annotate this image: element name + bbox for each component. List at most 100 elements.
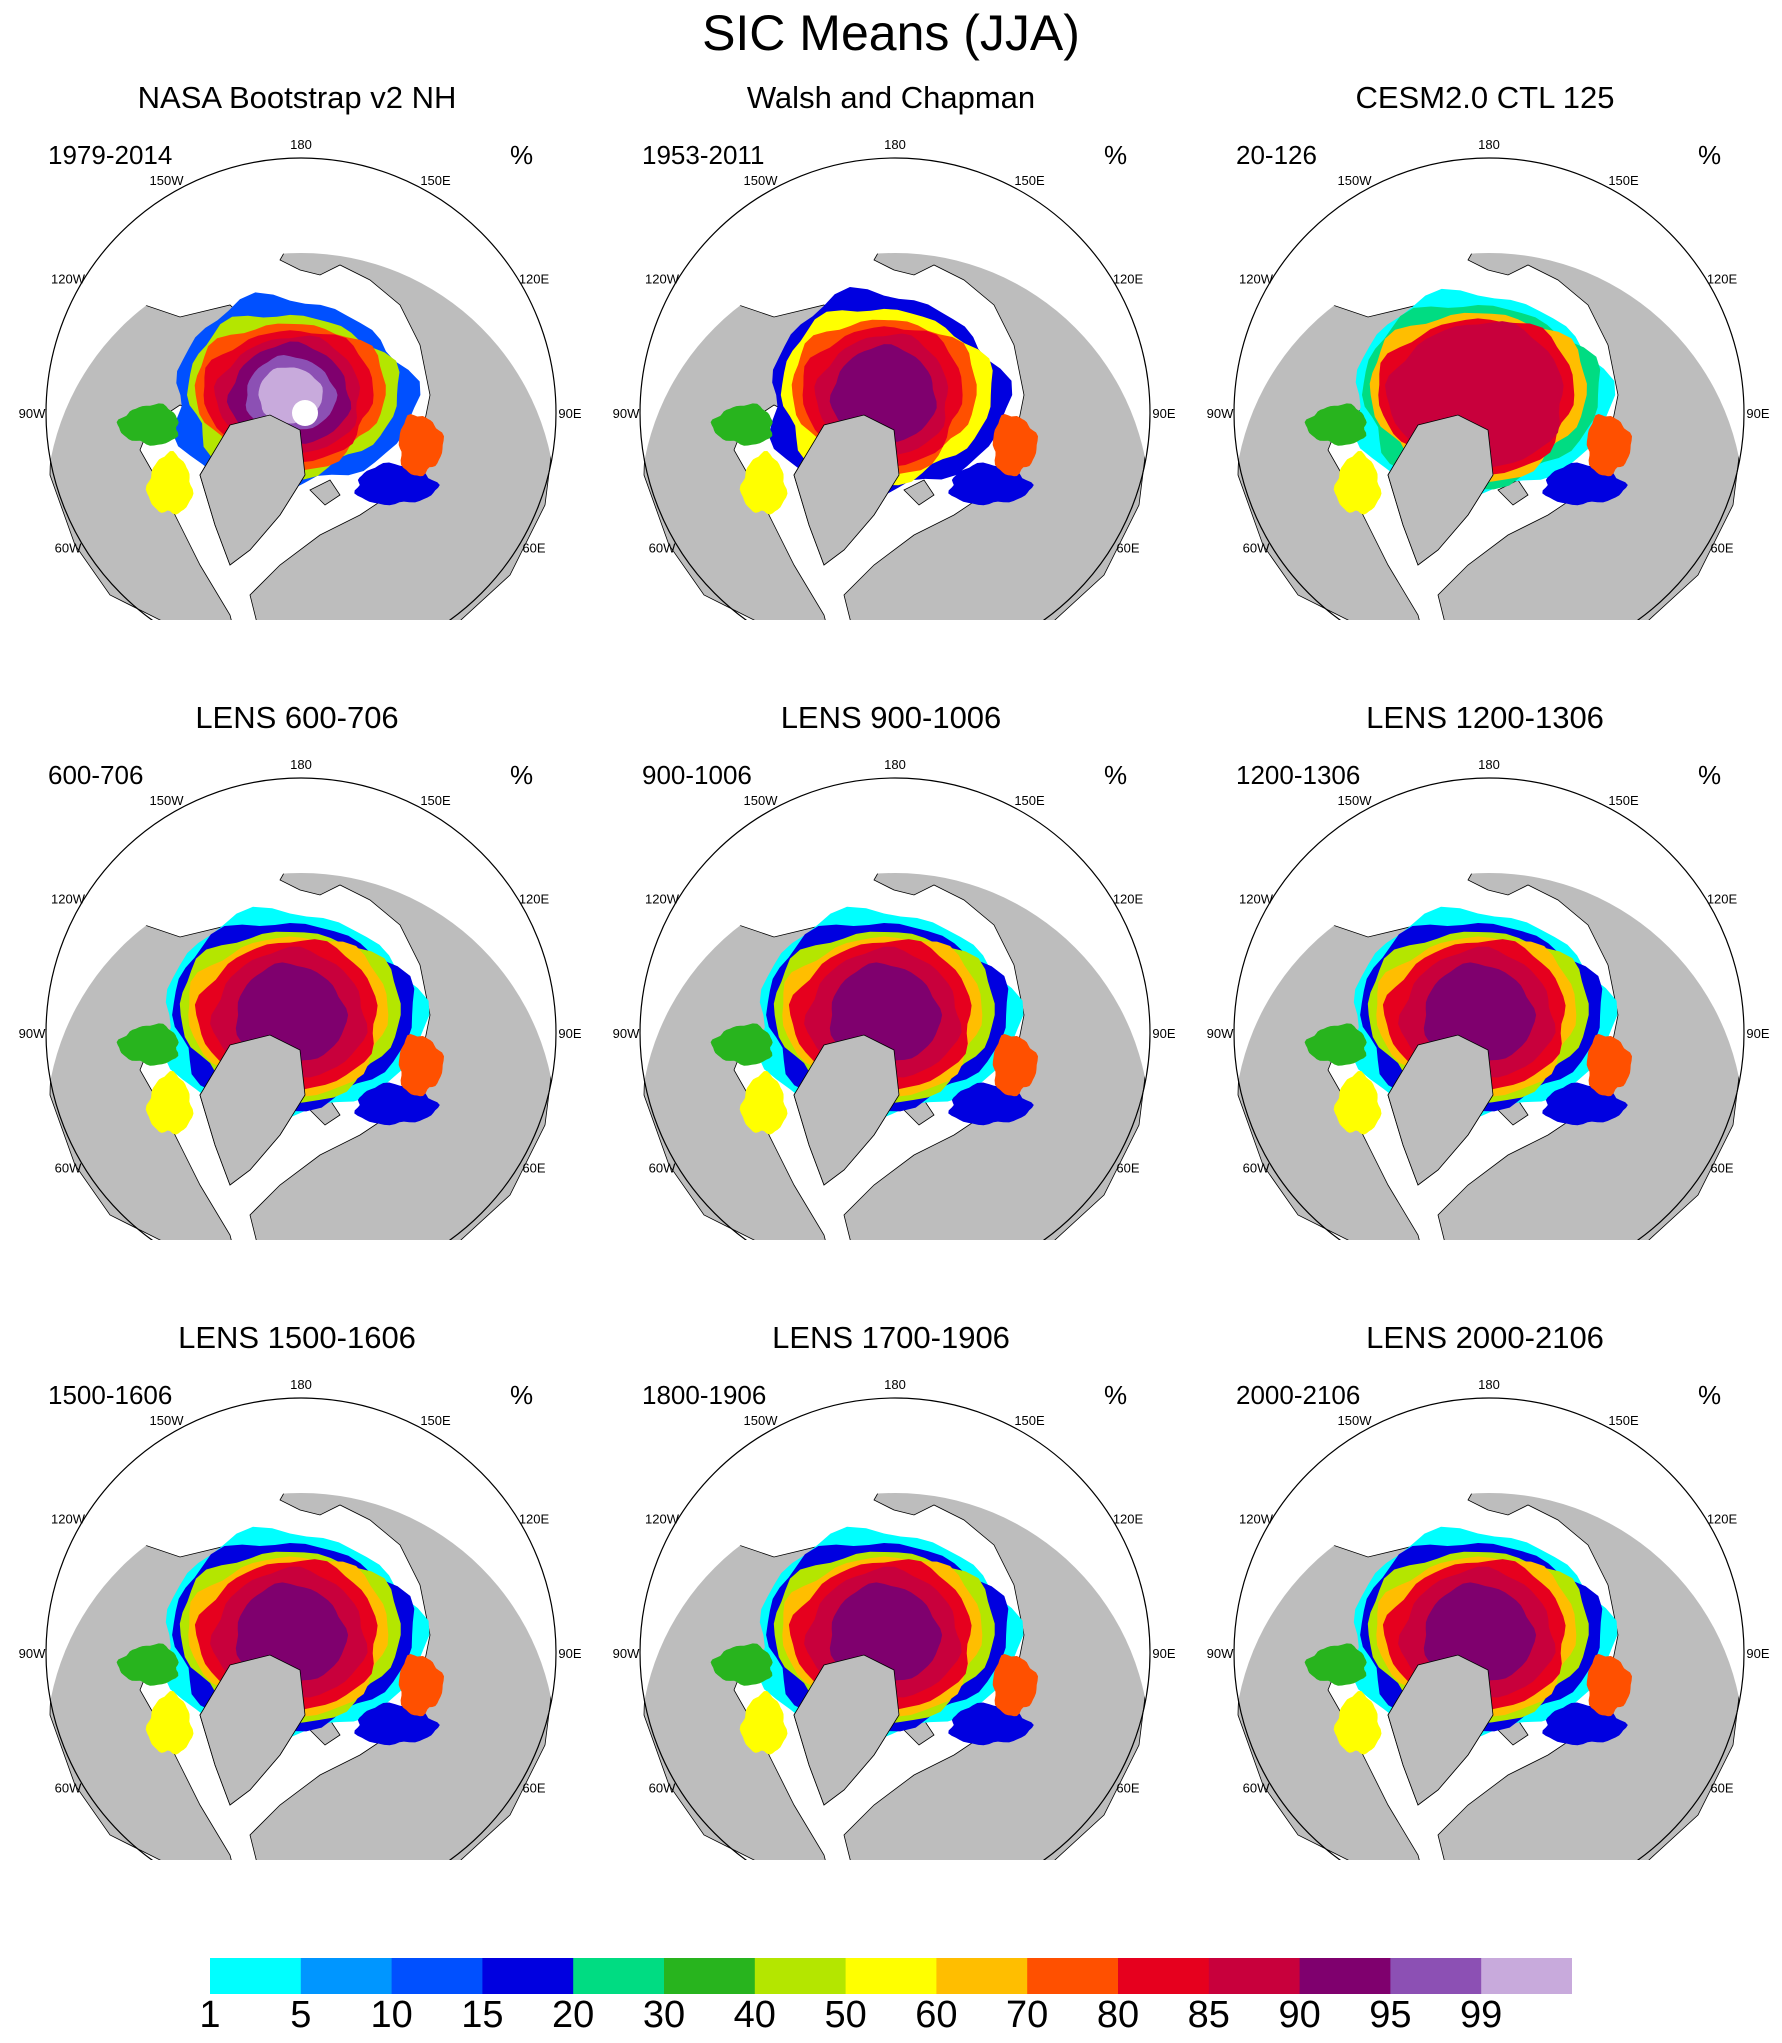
colorbar-segment [1299,1958,1391,1994]
longitude-label: 120W [645,892,680,907]
longitude-label: 90E [558,1646,581,1661]
colorbar-segment [664,1958,756,1994]
land-mass [1437,253,1744,620]
panel-period: 1500-1606 [48,1380,173,1410]
colorbar-segment [1481,1958,1572,1994]
longitude-label: 60E [1116,1161,1139,1176]
longitude-label: 90E [558,406,581,421]
longitude-label: 60W [649,1781,676,1796]
longitude-label: 180 [290,757,312,772]
map-boundary [1233,1397,1745,1860]
sea-ice-contour [992,414,1038,477]
sea-ice-contour [739,1071,788,1135]
longitude-label: 90W [19,1026,46,1041]
longitude-label: 150E [1014,1413,1045,1428]
colorbar-segment [210,1958,302,1994]
sea-ice-contour [116,1643,179,1686]
greenland [199,1034,306,1186]
panel-period: 2000-2106 [1236,1380,1361,1410]
longitude-label: 120E [1707,892,1738,907]
sea-ice-contour [739,451,788,515]
longitude-label: 90E [1152,406,1175,421]
map-boundary [1233,777,1745,1240]
greenland [793,1654,900,1806]
panel-period: 1979-2014 [48,140,173,170]
greenland [1387,1034,1494,1186]
land-mass [1437,1493,1744,1860]
sea-ice-contour [145,451,194,515]
longitude-label: 150E [1014,173,1045,188]
longitude-label: 120W [51,892,86,907]
colorbar-label: 1 [199,1994,221,2036]
panel-period: 20-126 [1236,140,1317,170]
colorbar-label: 95 [1369,1994,1412,2036]
land-mass [843,873,1150,1240]
longitude-label: 90E [1152,1646,1175,1661]
polar-map: 180150E120E90E60E30E030W60W90W120W150W [19,757,582,1240]
map-panel: 180150E120E90E60E30E030W60W90W120W150WLE… [594,1300,1188,1920]
longitude-label: 90W [1207,1646,1234,1661]
longitude-label: 150E [420,173,451,188]
colorbar-label: 90 [1278,1994,1321,2036]
longitude-label: 60W [55,541,82,556]
colorbar-label: 5 [290,1994,312,2036]
sea-ice-contour [116,1023,179,1066]
map-boundary [1233,157,1745,620]
longitude-label: 90E [558,1026,581,1041]
sea-ice-contour [398,414,444,477]
sea-ice-contour [1333,1071,1382,1135]
polar-map: 180150E120E90E60E30E030W60W90W120W150W [1207,1377,1770,1860]
longitude-label: 60W [649,541,676,556]
panel-unit: % [1104,760,1128,790]
colorbar-segment [300,1958,393,1994]
map-boundary [639,777,1151,1240]
map-panel: 180150E120E90E60E30E030W60W90W120W150WLE… [594,680,1188,1300]
longitude-label: 60W [55,1781,82,1796]
panel-title: LENS 1200-1306 [1366,700,1604,735]
panel-unit: % [510,1380,534,1410]
colorbar-label: 10 [370,1994,413,2036]
panel-unit: % [1104,140,1128,170]
longitude-label: 150W [744,793,779,808]
longitude-label: 150W [150,173,185,188]
sea-ice-contour [1586,1654,1632,1717]
longitude-label: 180 [1478,757,1500,772]
map-boundary [45,1397,557,1860]
sea-ice-contour [710,1643,773,1686]
colorbar-segment [754,1958,847,1994]
longitude-label: 150E [1608,173,1639,188]
longitude-label: 90W [19,406,46,421]
panel-period: 1800-1906 [642,1380,767,1410]
sea-ice-contour [1304,1643,1367,1686]
land-mass [249,253,556,620]
longitude-label: 90W [613,1646,640,1661]
colorbar-label: 50 [824,1994,867,2036]
colorbar-label: 30 [642,1994,686,2036]
panel-title: NASA Bootstrap v2 NH [137,80,457,115]
longitude-label: 60E [522,1781,545,1796]
longitude-label: 150W [1338,173,1373,188]
longitude-label: 120W [645,272,680,287]
longitude-label: 150W [744,1413,779,1428]
sea-ice-contour [145,1691,194,1755]
longitude-label: 120E [519,892,550,907]
longitude-label: 90W [613,1026,640,1041]
longitude-label: 60E [1710,1781,1733,1796]
longitude-label: 150W [150,1413,185,1428]
greenland [199,414,306,566]
longitude-label: 120E [1707,272,1738,287]
longitude-label: 120E [1707,1512,1738,1527]
longitude-label: 120E [1113,272,1144,287]
panel-period: 900-1006 [642,760,752,790]
colorbar-label: 15 [461,1994,504,2036]
sea-ice-contour [145,1071,194,1135]
panel-unit: % [510,760,534,790]
polar-map: 180150E120E90E60E30E030W60W90W120W150W [1207,137,1770,620]
longitude-label: 150E [1608,793,1639,808]
longitude-label: 150W [1338,1413,1373,1428]
longitude-label: 120E [519,1512,550,1527]
sea-ice-contour [1586,1034,1632,1097]
panel-title: LENS 1700-1906 [772,1320,1010,1355]
longitude-label: 180 [1478,1377,1500,1392]
longitude-label: 90E [1746,1646,1769,1661]
